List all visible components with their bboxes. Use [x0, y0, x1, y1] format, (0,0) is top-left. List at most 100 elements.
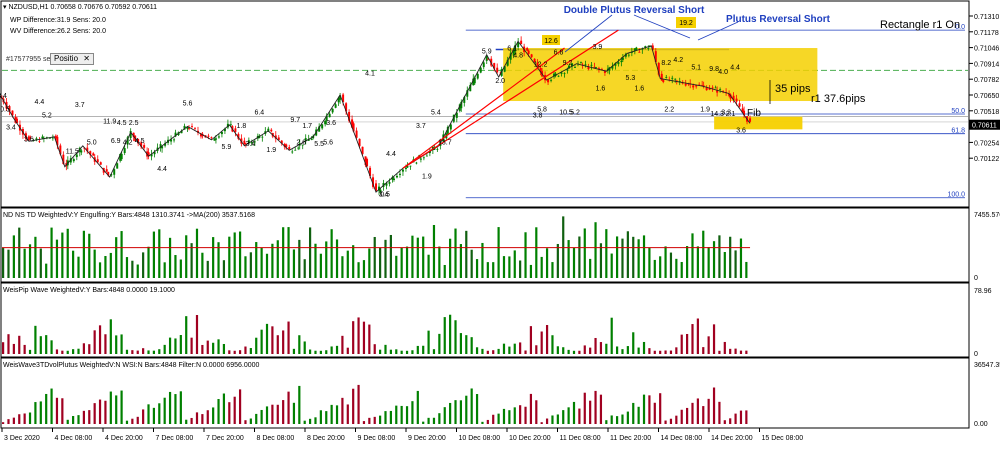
volume-bar [287, 321, 290, 354]
candle-body [217, 136, 220, 138]
volume-bar [508, 346, 511, 354]
volume-bar [416, 345, 419, 354]
annotation-126: 12.6 [544, 38, 558, 45]
volume-bar [545, 248, 549, 278]
volume-bar [276, 404, 279, 424]
zigzag-line [1, 40, 751, 193]
volume-bar [352, 321, 355, 354]
candle-body [358, 138, 361, 147]
chevron-down-icon[interactable]: ▾ [3, 4, 7, 11]
volume-bar [702, 406, 705, 424]
volume-bar [400, 350, 403, 354]
price-tick-label: 0.70254 [974, 140, 999, 147]
volume-bar [298, 385, 301, 424]
candle-body [267, 128, 270, 132]
wave-label: 8.2 [661, 60, 671, 67]
candle-body [361, 146, 364, 155]
candle-body [455, 112, 458, 118]
close-icon[interactable]: ✕ [83, 54, 90, 63]
candle-body [614, 63, 617, 66]
candle-body [422, 157, 425, 159]
annotation-376-pips: r1 37.6pips [811, 93, 866, 105]
volume-bar [55, 349, 59, 354]
wp-difference: WP Difference:31.9 Sens: 20.0 [10, 17, 106, 24]
zigzag [1, 29, 751, 193]
time-tick-label: 4 Dec 08:00 [55, 435, 93, 442]
candle-body [15, 118, 18, 124]
candle-body [96, 159, 99, 163]
candle-body [711, 87, 714, 89]
volume-bar [583, 345, 586, 354]
candle-body [129, 131, 132, 139]
volume-bar [492, 262, 495, 278]
wave-label: 2.0 [495, 78, 505, 85]
wave-label: 3.4 [0, 93, 7, 100]
volume-bar [147, 350, 150, 354]
candle-body [366, 159, 369, 167]
candle-body [738, 103, 741, 107]
pointer-line [633, 14, 691, 39]
volume-bar [675, 415, 678, 424]
volume-bar [664, 350, 667, 354]
volume-bar [12, 343, 15, 354]
volume-bar [578, 408, 581, 424]
volume-bar [422, 236, 425, 278]
price-tick-label: 0.71178 [974, 30, 999, 37]
candle-body [170, 139, 173, 142]
candle-body [705, 87, 708, 91]
wave-label: 6.1 [507, 45, 517, 52]
candle-body [409, 165, 412, 167]
volume-bar [7, 419, 10, 424]
time-tick-label: 10 Dec 20:00 [509, 435, 551, 442]
volume-bar [729, 348, 732, 354]
ohlc-values: 0.70658 0.70676 0.70592 0.70611 [50, 4, 158, 11]
candle-body [56, 136, 59, 146]
volume-bar [147, 404, 150, 424]
time-tick-label: 8 Dec 08:00 [257, 435, 295, 442]
volume-bar [142, 252, 145, 278]
volume-bar [244, 420, 247, 424]
position-button[interactable]: Positio ✕ [50, 53, 94, 65]
volume-bar [72, 250, 75, 278]
volume-bar [723, 420, 726, 424]
volume-bar [206, 260, 209, 278]
volume-bar [745, 261, 748, 278]
candle-body [304, 138, 307, 142]
volume-bar [249, 348, 252, 354]
volume-bar [535, 345, 538, 354]
candle-body [458, 104, 461, 111]
volume-bar [7, 334, 10, 354]
wave-label: 1.6 [596, 86, 606, 93]
volume-bar [45, 393, 48, 424]
volume-bar [669, 418, 673, 424]
wave-label: 11.5 [66, 148, 79, 155]
volume-bar [659, 393, 662, 424]
volume-bar [136, 416, 139, 424]
price-tick-label: 0.71310 [974, 14, 999, 21]
wave-label: 5.9 [482, 48, 492, 55]
volume-bar [508, 410, 511, 424]
volume-bar [314, 350, 317, 354]
volume-bar [723, 341, 726, 354]
wave-label: 4.4 [157, 166, 167, 173]
candle-body [406, 165, 409, 168]
volume-bar [411, 235, 414, 278]
volume-bar [346, 347, 349, 354]
candle-body [671, 77, 674, 79]
annotation-rectangle: Rectangle r1 On [880, 19, 960, 31]
wave-label: 3.3 [721, 109, 731, 116]
candle-body [695, 85, 698, 87]
volume-bar [174, 255, 177, 278]
volume-bar [432, 349, 436, 354]
volume-bar [459, 244, 462, 278]
candle-body [105, 169, 108, 172]
volume-bar [93, 403, 96, 424]
volume-bar [545, 325, 549, 354]
volume-bar [723, 252, 726, 278]
candle-body [27, 136, 30, 141]
candle-body [536, 62, 539, 66]
candle-body [594, 67, 597, 68]
candle-body [318, 126, 321, 132]
candle-body [627, 54, 630, 56]
